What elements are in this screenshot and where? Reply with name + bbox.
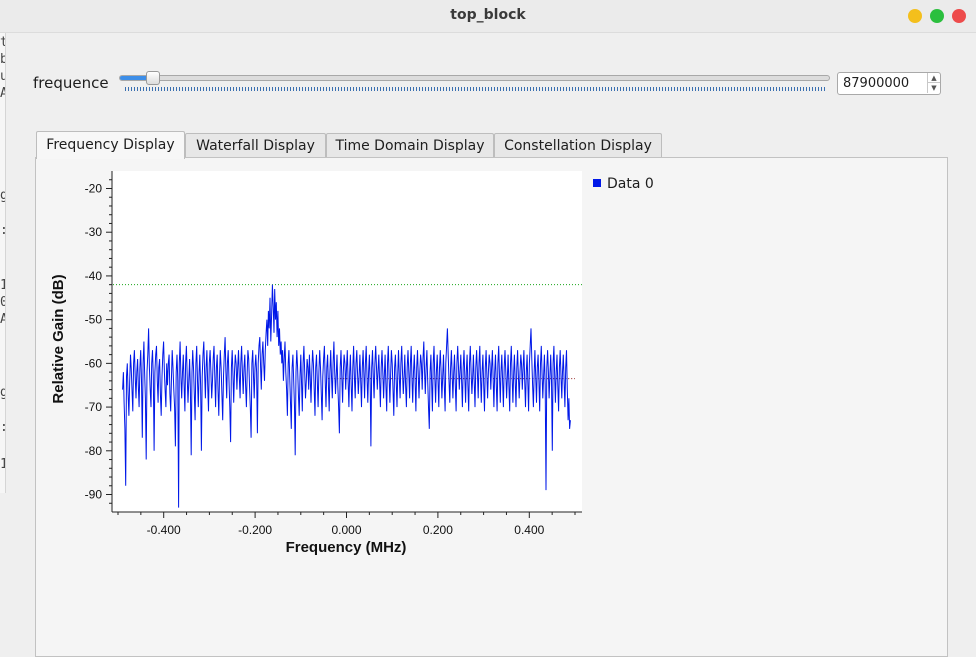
edge-char: u xyxy=(0,69,5,84)
window-title: top_block xyxy=(450,7,526,23)
edge-char: 0 xyxy=(0,295,5,310)
tab-waterfall-display[interactable]: Waterfall Display xyxy=(185,133,326,158)
y-tick-label: -60 xyxy=(85,356,103,370)
tab-constellation-display[interactable]: Constellation Display xyxy=(494,133,662,158)
edge-char: 1 xyxy=(0,457,5,472)
edge-char: g xyxy=(0,188,5,203)
frequence-label: frequence xyxy=(33,74,109,92)
frequence-spinbox-value[interactable]: 87900000 xyxy=(843,76,910,91)
spin-up-arrow-icon[interactable]: ▲ xyxy=(927,73,940,83)
minimize-button[interactable] xyxy=(908,9,922,23)
maximize-button[interactable] xyxy=(930,9,944,23)
edge-char: A xyxy=(0,312,5,327)
title-bar: top_block xyxy=(0,0,976,33)
frequence-slider-fill xyxy=(120,76,149,80)
y-tick-label: -50 xyxy=(85,313,103,327)
frequence-slider-handle[interactable] xyxy=(146,71,161,85)
series-line-data-0[interactable] xyxy=(122,284,571,508)
x-tick-label: -0.400 xyxy=(147,523,181,537)
x-axis-label: Frequency (MHz) xyxy=(286,539,407,556)
y-tick-label: -90 xyxy=(85,488,103,502)
y-tick-label: -30 xyxy=(85,225,103,239)
plot-canvas-background xyxy=(112,171,582,512)
edge-char: : xyxy=(0,223,5,238)
edge-char: 1 xyxy=(0,278,5,293)
y-tick-label: -40 xyxy=(85,269,103,283)
frequence-slider-track[interactable] xyxy=(119,75,830,81)
edge-char: b xyxy=(0,52,5,67)
tab-time-domain-display[interactable]: Time Domain Display xyxy=(326,133,494,158)
tab-frequency-display[interactable]: Frequency Display xyxy=(36,131,185,159)
spin-down-arrow-icon[interactable]: ▼ xyxy=(927,83,940,93)
legend-label: Data 0 xyxy=(607,176,654,192)
frequence-spinbox[interactable]: 87900000 ▲ ▼ xyxy=(837,72,941,95)
background-window-edge: t b u A g : 1 0 A g : 1 xyxy=(0,33,6,493)
edge-char: : xyxy=(0,420,5,435)
x-tick-label: -0.200 xyxy=(238,523,272,537)
x-tick-label: 0.200 xyxy=(423,523,453,537)
legend[interactable]: Data 0 xyxy=(593,176,654,192)
slider-tick-marks xyxy=(125,87,825,91)
y-axis-label: Relative Gain (dB) xyxy=(50,274,67,403)
close-button[interactable] xyxy=(952,9,966,23)
edge-char: t xyxy=(0,35,5,50)
x-tick-label: 0.400 xyxy=(514,523,544,537)
edge-char: g xyxy=(0,385,5,400)
legend-swatch xyxy=(593,179,601,187)
edge-char: A xyxy=(0,86,5,101)
x-tick-label: 0.000 xyxy=(331,523,361,537)
y-tick-label: -70 xyxy=(85,400,103,414)
y-tick-label: -80 xyxy=(85,444,103,458)
y-tick-label: -20 xyxy=(85,181,103,195)
